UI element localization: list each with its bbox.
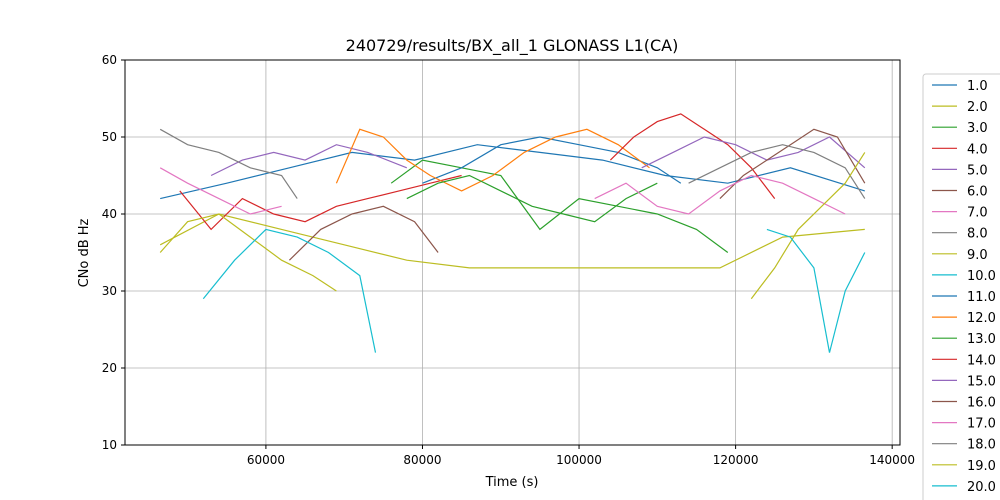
legend-label: 4.0 [967, 142, 988, 157]
x-axis-label: Time (s) [485, 475, 539, 490]
series-line-13 [406, 174, 658, 223]
y-axis-label: CNo dB Hz [77, 218, 92, 287]
series-line-17 [594, 174, 846, 215]
legend-label: 20.0 [967, 480, 996, 495]
legend-label: 14.0 [967, 353, 996, 368]
x-tick-label: 60000 [247, 453, 285, 467]
x-tick-label: 120000 [713, 453, 759, 467]
legend-label: 18.0 [967, 438, 996, 453]
x-tick-label: 140000 [869, 453, 915, 467]
series-line-4 [179, 174, 462, 231]
y-tick-label: 60 [102, 53, 117, 67]
series-line-19 [750, 152, 866, 300]
series-line-11 [422, 136, 682, 184]
legend-label: 3.0 [967, 121, 988, 136]
y-tick-label: 10 [102, 438, 117, 452]
series-line-18 [688, 144, 866, 199]
series-line-2 [159, 213, 865, 269]
legend-label: 15.0 [967, 374, 996, 389]
legend-label: 12.0 [967, 311, 996, 326]
series-line-6 [288, 205, 439, 261]
plot-frame [124, 59, 901, 446]
chart-title: 240729/results/BX_all_1 GLONASS L1(CA) [346, 36, 679, 56]
series-line-3 [390, 159, 729, 253]
series-line-7 [159, 167, 282, 215]
legend-label: 8.0 [967, 227, 988, 242]
legend-label: 6.0 [967, 185, 988, 200]
legend-label: 19.0 [967, 459, 996, 474]
legend-label: 5.0 [967, 163, 988, 178]
legend-label: 1.0 [967, 79, 988, 94]
series-line-9 [159, 213, 337, 292]
legend: 1.0 2.0 3.0 4.0 5.0 6.0 7.0 8.0 9.0 10.0 11.0 12.0 1… [922, 73, 1000, 500]
y-tick-label: 40 [102, 207, 117, 221]
series-line-8 [159, 128, 298, 199]
legend-label: 11.0 [967, 290, 996, 305]
series-line-16 [719, 128, 866, 200]
y-tick-label: 30 [102, 284, 117, 298]
axis-ticks: 60000 80000 100000 120000 140000 10 20 30 40 50 60 [102, 53, 915, 467]
plot-series [159, 113, 866, 353]
legend-label: 2.0 [967, 100, 988, 115]
series-line-20 [766, 228, 866, 353]
series-line-5 [210, 144, 408, 177]
x-tick-label: 100000 [556, 453, 602, 467]
legend-box [922, 73, 1000, 500]
y-tick-label: 20 [102, 361, 117, 375]
legend-label: 16.0 [967, 396, 996, 411]
legend-label: 7.0 [967, 206, 988, 221]
x-tick-label: 80000 [403, 453, 441, 467]
legend-label: 9.0 [967, 248, 988, 263]
series-line-10 [202, 228, 377, 353]
y-tick-label: 50 [102, 130, 117, 144]
series-line-12 [335, 128, 650, 192]
series-line-14 [609, 113, 776, 199]
legend-label: 17.0 [967, 417, 996, 432]
legend-label: 13.0 [967, 332, 996, 347]
legend-label: 10.0 [967, 269, 996, 284]
